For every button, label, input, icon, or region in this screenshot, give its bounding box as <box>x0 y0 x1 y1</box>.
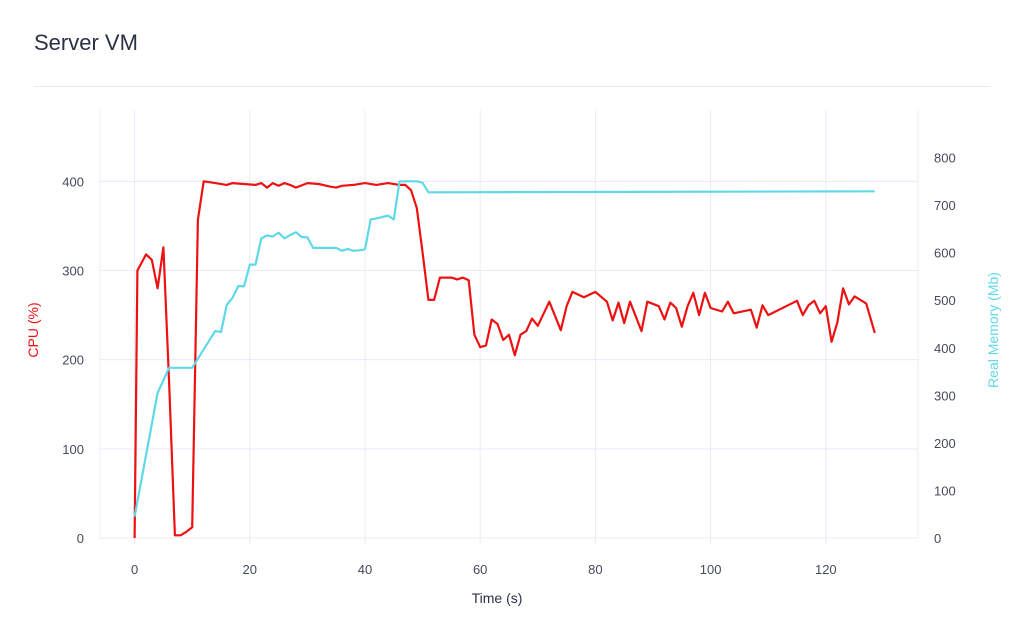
y-tick-label: 100 <box>62 442 84 457</box>
x-tick-label: 0 <box>131 562 138 577</box>
y-tick-label: 300 <box>62 264 84 279</box>
y2-tick-label: 100 <box>934 483 956 498</box>
y2-tick-label: 0 <box>934 531 941 546</box>
y2-tick-label: 200 <box>934 436 956 451</box>
x-tick-label: 80 <box>588 562 602 577</box>
y2-tick-label: 500 <box>934 293 956 308</box>
y2-axis-label: Real Memory (Mb) <box>985 272 1001 388</box>
series-lines <box>133 180 876 539</box>
chart-title: Server VM <box>34 30 138 55</box>
memory-series-line <box>133 180 875 517</box>
y2-axis-ticks: 0 100 200 300 400 500 600 700 800 <box>934 151 956 546</box>
x-tick-label: 120 <box>815 562 837 577</box>
x-axis-ticks: 0 20 40 60 80 100 120 <box>131 562 837 577</box>
cpu-series-line <box>133 180 876 539</box>
y2-tick-label: 800 <box>934 151 956 166</box>
y-tick-label: 0 <box>77 531 84 546</box>
x-tick-label: 100 <box>700 562 722 577</box>
y2-tick-label: 600 <box>934 246 956 261</box>
y-axis-ticks: 0 100 200 300 400 <box>62 174 84 546</box>
y2-tick-label: 400 <box>934 341 956 356</box>
y2-tick-label: 700 <box>934 198 956 213</box>
x-axis-label: Time (s) <box>472 590 523 606</box>
x-tick-label: 60 <box>473 562 487 577</box>
x-tick-label: 20 <box>243 562 257 577</box>
title-divider <box>34 86 991 87</box>
y-tick-label: 400 <box>62 174 84 189</box>
x-tick-label: 40 <box>358 562 372 577</box>
y-tick-label: 200 <box>62 353 84 368</box>
y2-tick-label: 300 <box>934 388 956 403</box>
y-axis-label: CPU (%) <box>25 302 41 357</box>
